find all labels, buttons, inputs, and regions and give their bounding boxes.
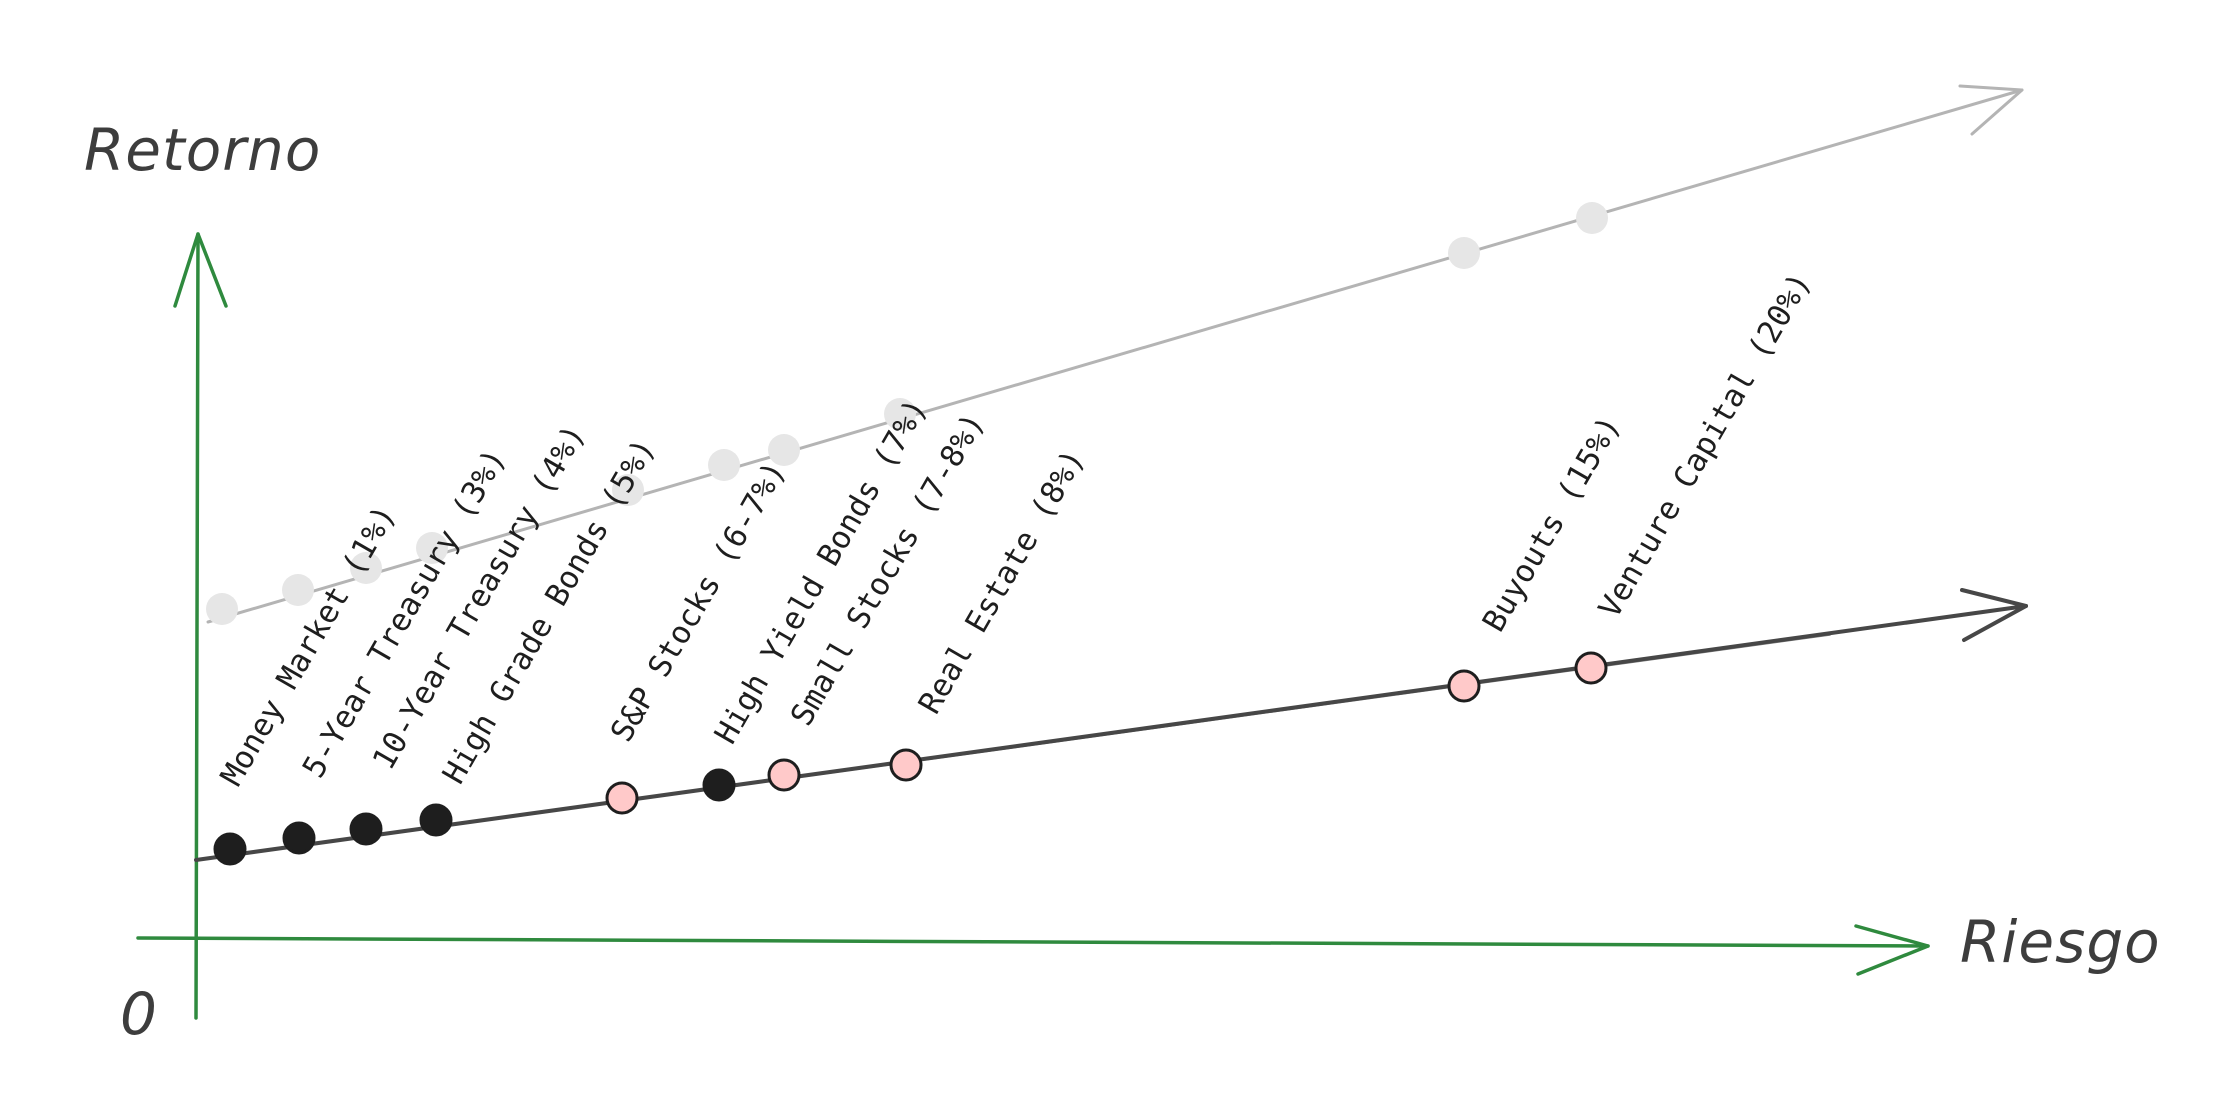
ghost-arrowhead [1958, 84, 2024, 136]
y-axis-title: Retorno [84, 116, 321, 184]
point-5-year-treasury-3 [282, 821, 316, 855]
axes: Retorno Riesgo 0 [84, 116, 2161, 1048]
point-money-market-1 [213, 832, 247, 866]
asset-labels: Money Market (1%)5-Year Treasury (3%)10-… [214, 267, 1819, 792]
ghost-marker-real-estate-8 [884, 398, 916, 430]
point-high-grade-bonds-5 [419, 803, 453, 837]
x-axis-line [136, 936, 1930, 948]
point-high-yield-bonds-7 [702, 768, 736, 802]
ghost-marker-5-year-treasury-3 [282, 574, 314, 606]
y-axis-line [194, 232, 200, 1020]
ghost-marker-money-market-1 [206, 593, 238, 625]
main-arrowhead [1960, 588, 2028, 642]
x-axis-arrowhead [1854, 924, 1930, 976]
origin-label: 0 [120, 980, 157, 1048]
point-10-year-treasury-4 [349, 812, 383, 846]
asset-points [213, 651, 1608, 866]
point-venture-capital-20 [1574, 651, 1608, 685]
point-buyouts-15 [1447, 669, 1481, 703]
ghost-line-stroke [206, 88, 2024, 624]
ghost-marker-high-grade-bonds-5 [416, 532, 448, 564]
ghost-marker-high-yield-bonds-7 [708, 449, 740, 481]
ghost-marker-venture-capital-20 [1576, 202, 1608, 234]
ghost-marker-buyouts-15 [1448, 237, 1480, 269]
label-venture-capital-20: Venture Capital (20%) [1592, 267, 1819, 624]
x-axis-title: Riesgo [1960, 908, 2161, 976]
ghost-trend-line [206, 84, 2024, 625]
point-real-estate-8 [889, 748, 923, 782]
ghost-marker-10-year-treasury-4 [350, 552, 382, 584]
ghost-marker-small-stocks-7-8 [768, 434, 800, 466]
y-axis-arrowhead [173, 232, 228, 308]
ghost-markers [206, 202, 1608, 625]
point-small-stocks-7-8 [767, 758, 801, 792]
point-s-p-stocks-6-7 [605, 781, 639, 815]
ghost-marker-s-p-stocks-6-7 [612, 474, 644, 506]
